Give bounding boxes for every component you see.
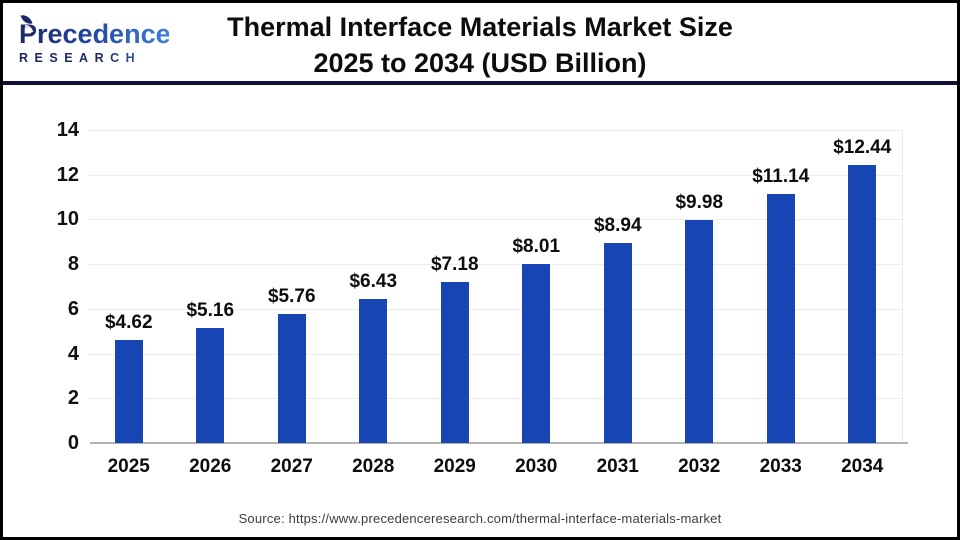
bar-group-2028: $6.43 bbox=[333, 130, 415, 443]
gridline-y-6 bbox=[88, 308, 903, 310]
gridline-y-12 bbox=[88, 174, 903, 176]
bar-value-label-2030: $8.01 bbox=[512, 235, 561, 257]
bar-2029 bbox=[440, 282, 469, 443]
logo-wordmark: Precedence bbox=[19, 19, 171, 49]
x-tick-label-2029: 2029 bbox=[433, 456, 476, 477]
x-axis: 2025 2026 2027 2028 2029 2030 2031 2032 2033 2034 bbox=[88, 456, 903, 478]
x-tick-label-2025: 2025 bbox=[107, 456, 150, 477]
y-tick-label-0: 0 bbox=[67, 432, 79, 454]
bar-group-2033: $11.14 bbox=[740, 130, 822, 443]
gridline-y-14 bbox=[88, 130, 903, 131]
y-tick-label-2: 2 bbox=[67, 387, 79, 410]
bar-group-2025: $4.62 bbox=[88, 130, 170, 443]
bar-2033 bbox=[766, 193, 795, 443]
source-attribution: Source: https://www.precedenceresearch.c… bbox=[238, 511, 722, 526]
bar-value-label-2031: $8.94 bbox=[593, 215, 642, 237]
gridline-y-8 bbox=[88, 264, 903, 266]
header-divider bbox=[3, 81, 957, 85]
chart-title-line1: Thermal Interface Materials Market Size bbox=[227, 12, 733, 42]
bar-2026 bbox=[196, 327, 225, 443]
bar-value-label-2033: $11.14 bbox=[752, 165, 810, 187]
x-tick-label-2030: 2030 bbox=[515, 456, 558, 477]
bar-value-label-2027: $5.76 bbox=[267, 286, 316, 308]
bar-2028 bbox=[359, 299, 388, 443]
bar-value-label-2025: $4.62 bbox=[104, 311, 153, 333]
gridline-y-4 bbox=[88, 353, 903, 355]
logo-subtitle: RESEARCH bbox=[19, 51, 169, 65]
bar-2025 bbox=[114, 339, 143, 443]
y-axis: 0 2 4 6 8 10 12 14 bbox=[31, 119, 79, 454]
bar-group-2030: $8.01 bbox=[496, 130, 578, 443]
precedence-research-logo: Precedence RESEARCH bbox=[19, 12, 171, 65]
bar-2030 bbox=[522, 263, 551, 443]
x-tick-label-2033: 2033 bbox=[759, 456, 802, 477]
bar-value-label-2026: $5.16 bbox=[186, 299, 235, 321]
y-tick-label-10: 10 bbox=[56, 208, 79, 231]
bar-2031 bbox=[603, 243, 632, 443]
bar-2032 bbox=[685, 219, 714, 443]
x-tick-label-2031: 2031 bbox=[596, 456, 639, 477]
y-tick-label-14: 14 bbox=[56, 119, 79, 141]
bar-value-label-2029: $7.18 bbox=[430, 254, 479, 276]
x-axis-baseline bbox=[90, 442, 908, 444]
plot-area bbox=[88, 130, 908, 444]
x-tick-label-2032: 2032 bbox=[678, 456, 721, 477]
bar-group-2032: $9.98 bbox=[659, 130, 741, 443]
bar-value-label-2034: $12.44 bbox=[833, 136, 892, 158]
bar-2027 bbox=[277, 314, 306, 443]
x-tick-label-2026: 2026 bbox=[189, 456, 232, 477]
bar-group-2031: $8.94 bbox=[577, 130, 659, 443]
gridline-y-10 bbox=[88, 219, 903, 221]
chart-title: Thermal Interface Materials Market Size … bbox=[3, 9, 957, 81]
x-tick-label-2028: 2028 bbox=[352, 456, 395, 477]
gridline-y-2 bbox=[88, 398, 903, 400]
y-tick-label-8: 8 bbox=[67, 253, 79, 276]
y-tick-label-12: 12 bbox=[56, 163, 79, 186]
chart-title-line2: 2025 to 2034 (USD Billion) bbox=[313, 48, 647, 78]
bar-series: $4.62 $5.16 $5.76 $6.43 $7.18 $8.01 $8.94 $9.98… bbox=[88, 130, 903, 443]
bar-group-2034: $12.44 bbox=[822, 130, 904, 443]
bar-2034 bbox=[848, 164, 877, 443]
header: Precedence RESEARCH Thermal Interface Ma… bbox=[3, 3, 957, 81]
bar-value-label-2028: $6.43 bbox=[349, 271, 398, 293]
x-tick-label-2027: 2027 bbox=[270, 456, 313, 477]
y-tick-label-4: 4 bbox=[67, 342, 79, 365]
bar-group-2029: $7.18 bbox=[414, 130, 496, 443]
plot-right-border bbox=[902, 130, 903, 443]
bar-group-2026: $5.16 bbox=[170, 130, 252, 443]
bar-group-2027: $5.76 bbox=[251, 130, 333, 443]
y-tick-label-6: 6 bbox=[67, 297, 79, 320]
x-tick-label-2034: 2034 bbox=[841, 456, 884, 477]
bar-value-label-2032: $9.98 bbox=[675, 191, 724, 213]
